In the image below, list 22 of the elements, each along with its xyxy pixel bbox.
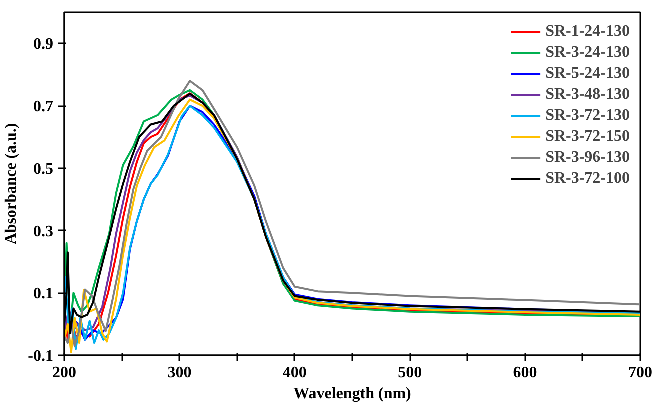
legend-label: SR-3-96-130: [546, 149, 630, 167]
legend-label: SR-3-72-130: [546, 107, 630, 125]
y-tick-label: 0.9: [34, 36, 54, 54]
legend-label: SR-5-24-130: [546, 65, 630, 83]
x-axis-title: Wavelength (nm): [294, 386, 412, 402]
x-tick-label: 600: [513, 364, 538, 382]
x-tick-label: 700: [628, 364, 652, 382]
legend-label: SR-3-24-130: [546, 44, 630, 62]
legend-label: SR-3-48-130: [546, 86, 630, 104]
y-axis-title: Absorbance (a.u.): [3, 123, 20, 245]
y-tick-label: 0.3: [34, 223, 54, 240]
y-tick-label: 0.1: [34, 286, 54, 303]
x-tick-label: 500: [398, 364, 422, 382]
x-tick-label: 300: [168, 364, 192, 382]
legend-label: SR-3-72-100: [546, 170, 630, 188]
x-tick-label: 400: [282, 364, 307, 382]
legend-label: SR-3-72-150: [546, 128, 630, 146]
legend-label: SR-1-24-130: [546, 23, 630, 41]
y-tick-label: 0.7: [34, 98, 54, 116]
x-tick-label: 200: [52, 364, 76, 382]
y-tick-label: 0.5: [34, 160, 54, 178]
y-tick-label: -0.1: [28, 348, 54, 365]
